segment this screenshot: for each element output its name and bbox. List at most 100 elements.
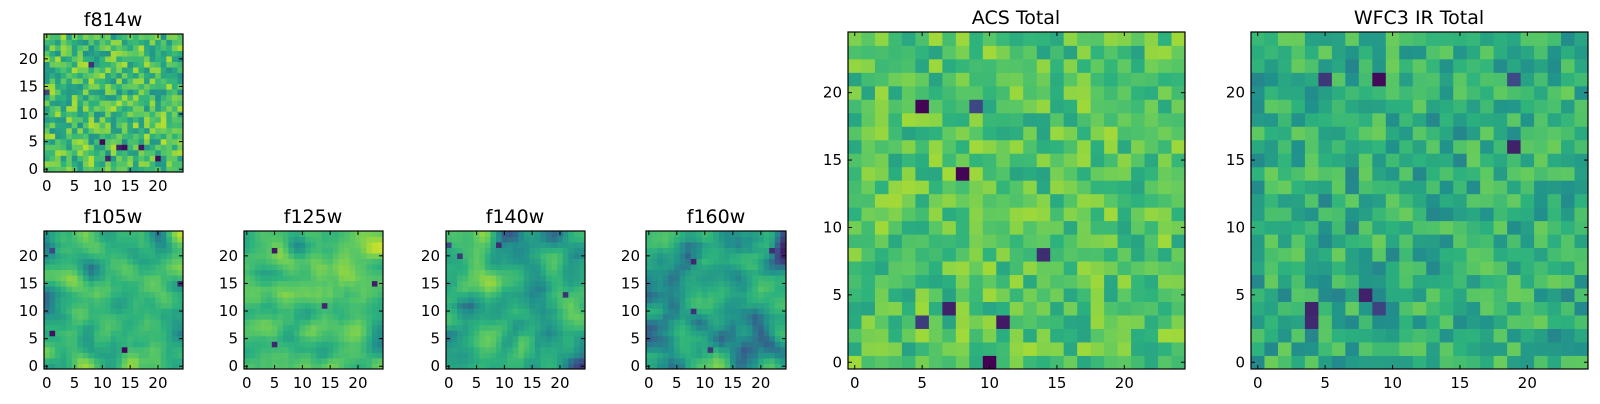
heatmap-cell [1036,234,1051,249]
heatmap-cell [446,324,452,331]
heatmap-cell [282,275,289,282]
heatmap-cell [166,264,173,271]
heatmap-cell [651,341,658,348]
heatmap-cell [288,297,295,304]
heatmap-cell [1318,301,1333,316]
heatmap-cell [573,308,580,315]
heatmap-cell [451,313,458,320]
y-tick-label: 5 [630,330,640,348]
heatmap-cell [551,247,558,254]
heatmap-cell [562,341,569,348]
heatmap-cell [1318,355,1333,370]
heatmap-cell [105,56,112,62]
heatmap-cell [1251,274,1265,289]
heatmap-cell [271,330,278,337]
heatmap-cell [360,352,367,359]
heatmap-cell [562,291,569,298]
heatmap-cell [763,335,770,342]
heatmap-cell [316,264,323,271]
heatmap-cell [1009,261,1024,276]
heatmap-cell [1426,126,1441,141]
heatmap-cell [861,301,876,316]
heatmap-cell [674,258,680,265]
heatmap-cell [1264,166,1279,181]
heatmap-cell [144,357,151,364]
heatmap-cell [1453,274,1468,289]
heatmap-cell [149,313,156,320]
heatmap-cell [696,297,703,304]
heatmap-cell [1574,288,1589,302]
heatmap-cell [1131,72,1145,87]
heatmap-cell [88,286,95,293]
heatmap-cell [160,258,167,265]
heatmap-cell [49,149,56,156]
heatmap-cell [1399,288,1414,302]
heatmap-cell [49,138,56,145]
heatmap-cell [316,247,323,254]
heatmap-cell [138,286,145,293]
heatmap-cell [490,297,497,304]
heatmap-cell [294,253,300,259]
heatmap-cell [116,72,123,79]
heatmap-cell [730,236,736,243]
heatmap-cell [316,231,323,237]
heatmap-cell [1117,288,1132,302]
heatmap-cell [651,319,658,326]
heatmap-cell [1090,99,1105,114]
heatmap-cell [915,153,930,168]
heatmap-cell [271,324,278,331]
heatmap-cell [1385,342,1400,356]
heatmap-cell [116,341,123,348]
heatmap-cell [127,357,134,364]
x-tick-label: 10 [980,374,999,392]
heatmap-cell [982,153,997,168]
heatmap-cell [484,258,491,265]
heatmap-cell [848,207,862,222]
heatmap-cell [94,352,100,359]
x-tick-label: 0 [1253,374,1263,392]
heatmap-cell [105,34,112,40]
heatmap-cell [71,335,78,342]
heatmap-cell [501,319,508,326]
heatmap-cell [568,313,575,320]
heatmap-cell [338,319,345,326]
heatmap-cell [249,258,256,265]
heatmap-cell [171,94,178,101]
heatmap-cell [758,280,764,287]
heatmap-cell [473,253,480,259]
heatmap-cell [1158,220,1172,235]
heatmap-cell [679,258,686,265]
heatmap-cell [144,83,151,90]
heatmap-cell [562,297,569,304]
heatmap-cell [696,242,703,248]
heatmap-cell [1331,166,1346,181]
heatmap-cell [915,32,930,46]
heatmap-cell [77,357,84,364]
heatmap-cell [484,280,491,287]
heatmap-cell [1331,45,1346,60]
heatmap-cell [66,275,73,282]
heatmap-cell [110,105,117,112]
heatmap-cell [1144,139,1159,154]
heatmap-cell [160,236,167,243]
heatmap-cell [121,72,128,79]
heatmap-cell [1264,99,1279,114]
heatmap-cell [969,328,984,343]
heatmap-cell [116,133,123,140]
heatmap-cell [71,127,78,134]
heatmap-cell [155,247,162,254]
heatmap-cell [780,319,787,326]
heatmap-cell [1144,328,1159,343]
heatmap-cell [55,83,62,90]
heatmap-cell [94,78,100,85]
heatmap-cell [1547,288,1562,302]
heatmap-cell [1158,328,1172,343]
heatmap-cell [177,236,184,243]
heatmap-cell [299,291,306,298]
heatmap-cell [99,83,106,90]
heatmap-cell [888,274,903,289]
heatmap-cell [874,247,889,262]
heatmap-cell [310,297,317,304]
heatmap-cell [144,258,151,265]
heatmap-cell [915,274,930,289]
